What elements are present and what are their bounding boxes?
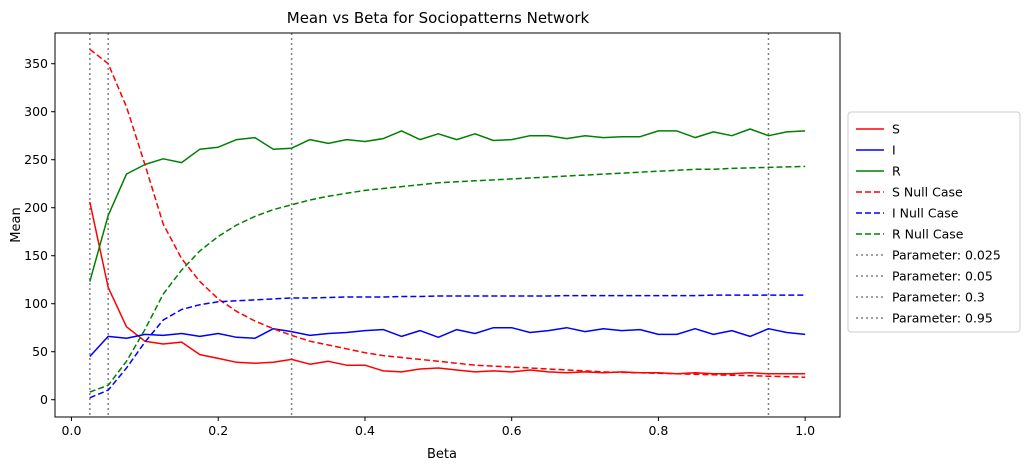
series-line-4	[89, 294, 806, 399]
legend-label: Parameter: 0.025	[892, 248, 1001, 263]
series-lines	[89, 48, 806, 399]
series-line-3	[89, 48, 806, 378]
legend-label: I Null Case	[892, 206, 959, 221]
plot-area	[54, 32, 841, 418]
plot-frame	[54, 32, 841, 418]
legend-label: I	[892, 143, 896, 158]
x-tick-label: 0.0	[62, 423, 82, 438]
chart-title: Mean vs Beta for Sociopatterns Network	[287, 9, 590, 27]
vertical-lines	[89, 33, 770, 417]
series-line-1	[89, 326, 806, 358]
x-tick-label: 1.0	[795, 423, 815, 438]
y-tick-label: 300	[24, 104, 48, 119]
series-line-5	[89, 165, 806, 393]
y-tick-label: 350	[24, 56, 48, 71]
legend: SIR S Null Case I Null Case R Null Case Para…	[847, 111, 1021, 333]
y-tick-label: 250	[24, 152, 48, 167]
series-line-2	[89, 128, 806, 282]
legend-label: R Null Case	[892, 227, 964, 242]
y-tick-label: 50	[32, 344, 48, 359]
y-tick-label: 100	[24, 296, 48, 311]
legend-label: Parameter: 0.95	[892, 311, 993, 326]
x-tick-label: 0.4	[355, 423, 375, 438]
x-axis: 0.0 0.2 0.4 0.6 0.8 1.0	[62, 417, 815, 438]
x-tick-label: 0.2	[208, 423, 228, 438]
legend-label: Parameter: 0.3	[892, 290, 985, 305]
y-axis-title: Mean	[9, 207, 24, 242]
x-tick-label: 0.8	[648, 423, 668, 438]
legend-label: S Null Case	[892, 185, 963, 200]
y-tick-label: 150	[24, 248, 48, 263]
x-tick-label: 0.6	[502, 423, 522, 438]
plot-background	[55, 33, 840, 417]
legend-label: Parameter: 0.05	[892, 269, 993, 284]
y-tick-label: 200	[24, 200, 48, 215]
y-axis: 0 50 100 150 200 250 300 350	[24, 56, 55, 407]
legend-label: R	[892, 164, 901, 179]
legend-label: S	[892, 122, 900, 137]
legend-box	[847, 111, 1021, 333]
y-tick-label: 0	[40, 392, 48, 407]
x-axis-title: Beta	[427, 447, 457, 462]
